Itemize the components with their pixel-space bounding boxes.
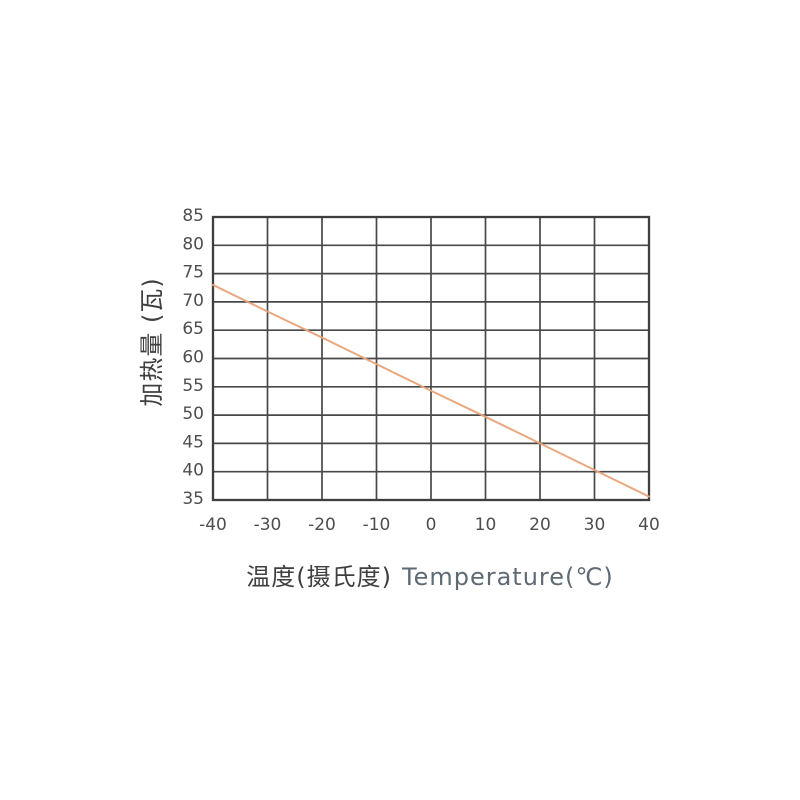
x-tick-labels: -40 -30 -20 -10 0 10 20 30 40 xyxy=(199,515,660,535)
x-tick-label: -40 xyxy=(199,515,227,535)
x-tick-label: 10 xyxy=(475,515,497,535)
grid-lines xyxy=(211,215,651,502)
x-axis-title: 温度(摄氏度) Temperature(℃) xyxy=(246,563,613,591)
y-tick-labels: 35 40 45 50 55 60 65 70 75 80 85 xyxy=(182,206,204,509)
y-tick-label: 35 xyxy=(182,489,204,509)
y-tick-label: 75 xyxy=(182,263,204,283)
y-tick-label: 60 xyxy=(182,348,204,368)
y-tick-label: 85 xyxy=(182,206,204,226)
y-tick-label: 65 xyxy=(182,319,204,339)
y-tick-label: 50 xyxy=(182,404,204,424)
x-axis-title-english: Temperature(℃) xyxy=(401,563,614,591)
series-line xyxy=(212,283,650,498)
x-tick-label: -30 xyxy=(254,515,282,535)
x-tick-label: 30 xyxy=(584,515,606,535)
x-tick-label: 20 xyxy=(529,515,551,535)
y-tick-label: 55 xyxy=(182,376,204,396)
plot-border xyxy=(211,215,651,502)
x-tick-label: -10 xyxy=(363,515,391,535)
y-tick-label: 45 xyxy=(182,432,204,452)
x-tick-label: -20 xyxy=(308,515,336,535)
data-series xyxy=(212,283,650,498)
x-tick-label: 40 xyxy=(638,515,660,535)
x-axis-title-chinese: 温度(摄氏度) xyxy=(246,563,392,591)
y-tick-label: 40 xyxy=(182,461,204,481)
y-tick-label: 70 xyxy=(182,291,204,311)
y-tick-label: 80 xyxy=(182,234,204,254)
x-tick-label: 0 xyxy=(426,515,437,535)
y-axis-title: 加热量 (瓦) xyxy=(138,277,166,406)
